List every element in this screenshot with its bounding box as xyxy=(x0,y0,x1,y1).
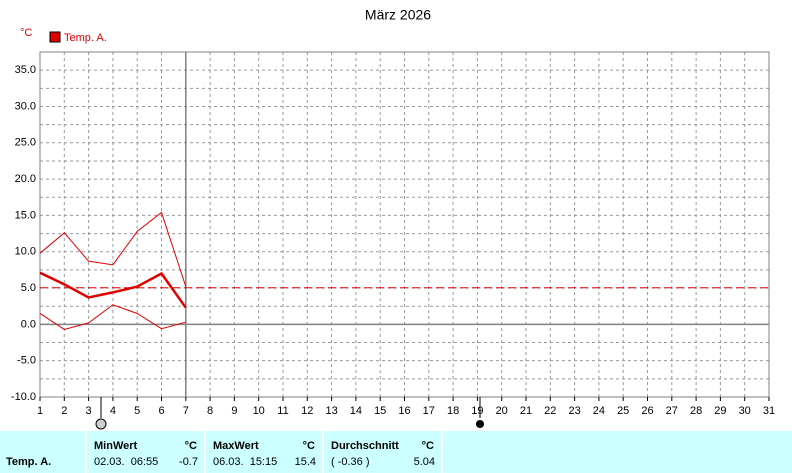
y-tick-label: 0.0 xyxy=(21,318,36,330)
x-tick-label: 16 xyxy=(398,405,410,417)
chart-title: März 2026 xyxy=(365,7,431,23)
cell-value: 15.4 xyxy=(295,456,316,468)
column-header: MinWert xyxy=(94,440,138,452)
y-tick-label: -5.0 xyxy=(17,355,36,367)
series-line xyxy=(39,271,187,309)
y-tick-label: 35.0 xyxy=(15,64,36,76)
table: Temp. A. MinWert °C 02.03. 06:55 -0.7 MaxWert… xyxy=(6,431,443,473)
x-tick-label: 10 xyxy=(253,405,265,417)
x-tick-label: 7 xyxy=(183,405,189,417)
x-tick-label: 5 xyxy=(134,405,140,417)
x-tick-label: 19 xyxy=(471,405,483,417)
cell-time: 02.03. 06:55 xyxy=(94,456,158,468)
column-unit: °C xyxy=(303,440,315,452)
x-tick-label: 13 xyxy=(325,405,337,417)
x-tick-label: 14 xyxy=(350,405,362,417)
y-tick-label: 20.0 xyxy=(15,173,36,185)
x-tick-label: 27 xyxy=(666,405,678,417)
x-tick-label: 3 xyxy=(86,405,92,417)
x-tick-label: 28 xyxy=(690,405,702,417)
y-tick-label: 5.0 xyxy=(21,282,36,294)
y-tick-label: 30.0 xyxy=(15,100,36,112)
x-tick-label: 11 xyxy=(277,405,288,417)
x-tick-label: 15 xyxy=(374,405,386,417)
x-tick-label: 8 xyxy=(207,405,213,417)
x-tick-label: 18 xyxy=(447,405,459,417)
legend-swatch xyxy=(49,31,61,43)
x-tick-label: 26 xyxy=(641,405,653,417)
marker-today xyxy=(476,420,484,428)
x-tick-label: 2 xyxy=(61,405,67,417)
legend-label: Temp. A. xyxy=(64,32,107,44)
y-tick-label: 15.0 xyxy=(15,209,36,221)
x-tick-label: 21 xyxy=(520,405,532,417)
x-tick-label: 17 xyxy=(423,405,435,417)
column-header: MaxWert xyxy=(213,440,259,452)
x-tick-label: 4 xyxy=(110,405,116,417)
x-tick-label: 25 xyxy=(617,405,629,417)
y-axis-label: °C xyxy=(20,27,32,39)
range-line xyxy=(39,211,187,287)
cell-value: 5.04 xyxy=(414,456,435,468)
x-tick-label: 29 xyxy=(714,405,726,417)
x-tick-label: 12 xyxy=(301,405,313,417)
marks xyxy=(39,211,769,330)
y-tick-label: 10.0 xyxy=(15,246,36,258)
cell-time: ( -0.36 ) xyxy=(331,456,370,468)
y-tick-label: -10.0 xyxy=(11,391,36,403)
x-tick-label: 31 xyxy=(763,405,775,417)
x-tick-label: 1 xyxy=(37,405,43,417)
x-tick-label: 9 xyxy=(231,405,237,417)
x-tick-label: 23 xyxy=(568,405,580,417)
range-line xyxy=(39,304,186,330)
x-tick-label: 20 xyxy=(496,405,508,417)
plot-area xyxy=(40,52,769,397)
column-unit: °C xyxy=(185,440,197,452)
cell-time: 06.03. 15:15 xyxy=(213,456,277,468)
x-tick-label: 6 xyxy=(158,405,164,417)
grid xyxy=(39,52,770,398)
column-unit: °C xyxy=(422,440,434,452)
x-tick-label: 22 xyxy=(544,405,556,417)
stats-table xyxy=(0,431,792,473)
row-label: Temp. A. xyxy=(6,456,51,468)
marker-start xyxy=(95,418,107,430)
x-tick-label: 24 xyxy=(593,405,605,417)
column-header: Durchschnitt xyxy=(331,440,399,452)
cell-value: -0.7 xyxy=(179,456,198,468)
x-tick-label: 30 xyxy=(739,405,751,417)
y-tick-label: 25.0 xyxy=(15,137,36,149)
